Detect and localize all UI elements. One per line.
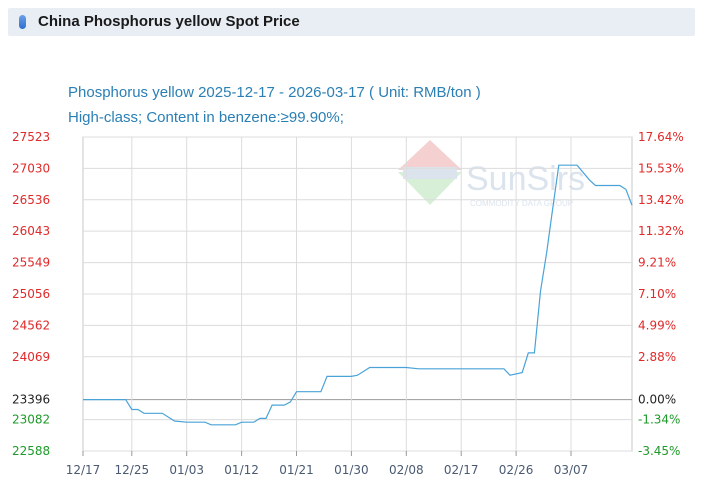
x-tick-label: 02/26 — [499, 463, 534, 477]
watermark-tagline: COMMODITY DATA GROUP — [470, 199, 573, 208]
right-tick-label: 2.88% — [638, 350, 676, 364]
left-tick-label: 26536 — [12, 193, 50, 207]
x-tick-label: 12/25 — [115, 463, 150, 477]
left-tick-label: 25549 — [12, 256, 50, 270]
left-tick-label: 23082 — [12, 413, 50, 427]
left-tick-label: 26043 — [12, 224, 50, 238]
x-tick-label: 01/21 — [279, 463, 314, 477]
chart-subtitle-line1: Phosphorus yellow 2025-12-17 - 2026-03-1… — [68, 84, 481, 101]
right-tick-label: -3.45% — [638, 444, 680, 458]
series-line — [83, 164, 633, 426]
right-tick-label: 0.00% — [638, 393, 676, 407]
x-tick-label: 01/30 — [334, 463, 369, 477]
x-tick-label: 01/03 — [169, 463, 204, 477]
x-axis: 12/17 12/25 01/03 01/12 01/21 01/30 02/08 02/17… — [66, 451, 589, 477]
right-tick-label: 15.53% — [638, 161, 684, 175]
section-title: China Phosphorus yellow Spot Price — [38, 13, 300, 30]
x-tick-label: 12/17 — [66, 463, 101, 477]
x-tick-label: 02/17 — [444, 463, 479, 477]
left-tick-label: 24562 — [12, 318, 50, 332]
section-header: China Phosphorus yellow Spot Price — [8, 8, 695, 36]
right-tick-label: 9.21% — [638, 256, 676, 270]
left-tick-label: 25056 — [12, 287, 50, 301]
watermark-logo-band-icon — [403, 167, 457, 179]
watermark: SunSirs COMMODITY DATA GROUP — [398, 140, 585, 208]
grid — [82, 136, 633, 452]
right-tick-label: 17.64% — [638, 130, 684, 144]
right-tick-label: -1.34% — [638, 413, 680, 427]
x-tick-label: 02/08 — [389, 463, 424, 477]
left-tick-label: 27030 — [12, 161, 50, 175]
x-tick-label: 01/12 — [224, 463, 259, 477]
left-tick-label: 22588 — [12, 444, 50, 458]
watermark-logo-base-icon — [398, 172, 462, 205]
left-tick-label: 27523 — [12, 130, 50, 144]
right-tick-label: 4.99% — [638, 318, 676, 332]
watermark-brand: SunSirs — [466, 160, 585, 198]
chart-subtitle-line2: High-class; Content in benzene:≥99.90%; — [68, 109, 344, 126]
right-tick-label: 11.32% — [638, 224, 684, 238]
left-tick-label: 23396 — [12, 393, 50, 407]
left-tick-label: 24069 — [12, 350, 50, 364]
right-tick-label: 13.42% — [638, 193, 684, 207]
watermark-logo-roof-icon — [398, 140, 462, 170]
header-marker-icon — [19, 15, 26, 29]
right-tick-label: 7.10% — [638, 287, 676, 301]
x-tick-label: 03/07 — [554, 463, 589, 477]
left-axis: 27523 27030 26536 26043 25549 25056 24562 24069… — [12, 130, 50, 458]
right-axis: 17.64% 15.53% 13.42% 11.32% 9.21% 7.10% 4.99% 2… — [638, 130, 684, 458]
